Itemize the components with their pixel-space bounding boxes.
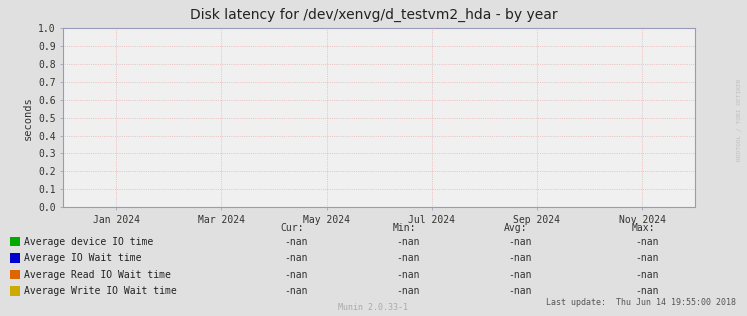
- Text: RRDTOOL / TOBI OETIKER: RRDTOOL / TOBI OETIKER: [737, 79, 742, 161]
- Text: -nan: -nan: [284, 270, 307, 280]
- Text: Cur:: Cur:: [280, 223, 303, 233]
- Text: -nan: -nan: [635, 270, 658, 280]
- Text: Disk latency for /dev/xenvg/d_testvm2_hda - by year: Disk latency for /dev/xenvg/d_testvm2_hd…: [190, 8, 557, 22]
- Text: -nan: -nan: [396, 237, 419, 247]
- Text: -nan: -nan: [396, 253, 419, 263]
- Text: -nan: -nan: [284, 237, 307, 247]
- Text: Average IO Wait time: Average IO Wait time: [24, 253, 141, 263]
- Text: Average device IO time: Average device IO time: [24, 237, 153, 247]
- Text: Min:: Min:: [392, 223, 415, 233]
- Text: Average Write IO Wait time: Average Write IO Wait time: [24, 286, 176, 296]
- Y-axis label: seconds: seconds: [22, 96, 33, 140]
- Text: -nan: -nan: [508, 270, 531, 280]
- Text: -nan: -nan: [396, 286, 419, 296]
- Text: Last update:  Thu Jun 14 19:55:00 2018: Last update: Thu Jun 14 19:55:00 2018: [546, 298, 736, 307]
- Text: -nan: -nan: [635, 237, 658, 247]
- Text: Max:: Max:: [631, 223, 654, 233]
- Text: -nan: -nan: [284, 286, 307, 296]
- Text: Munin 2.0.33-1: Munin 2.0.33-1: [338, 303, 409, 312]
- Text: Average Read IO Wait time: Average Read IO Wait time: [24, 270, 171, 280]
- Text: -nan: -nan: [284, 253, 307, 263]
- Text: -nan: -nan: [396, 270, 419, 280]
- Text: -nan: -nan: [508, 253, 531, 263]
- Text: -nan: -nan: [508, 237, 531, 247]
- Text: -nan: -nan: [635, 286, 658, 296]
- Text: -nan: -nan: [635, 253, 658, 263]
- Text: Avg:: Avg:: [504, 223, 527, 233]
- Text: -nan: -nan: [508, 286, 531, 296]
